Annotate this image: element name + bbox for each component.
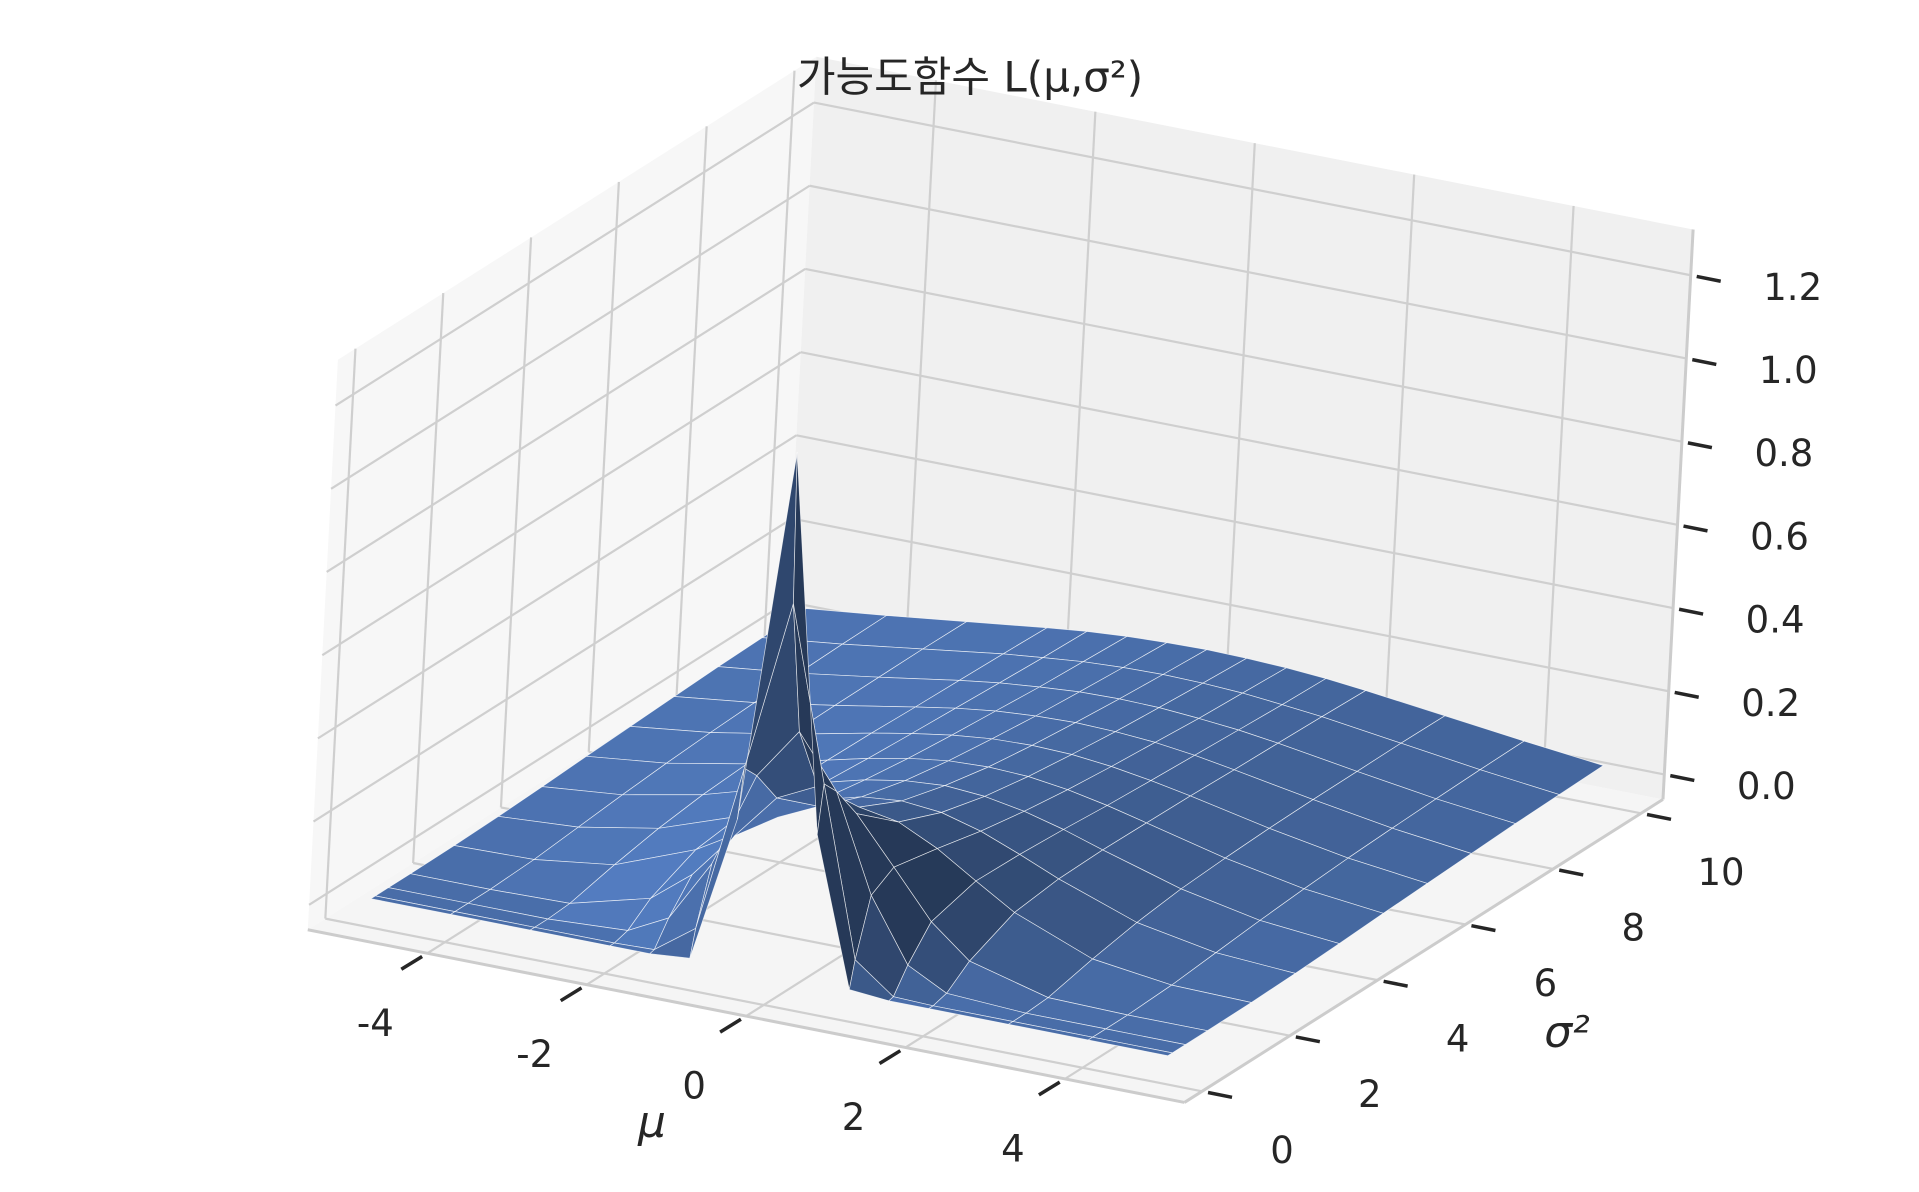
- grid-line: [675, 126, 708, 697]
- tick-label: 1.0: [1759, 349, 1818, 392]
- tick-mark: [878, 1049, 902, 1065]
- tick-label: 0.2: [1741, 682, 1800, 725]
- grid-line: [1064, 111, 1097, 682]
- surface: [370, 451, 1604, 1057]
- tick-mark: [1207, 1090, 1233, 1100]
- left-pane: [307, 56, 817, 930]
- grid-line: [1542, 205, 1575, 776]
- tick-label: 4: [1446, 1018, 1470, 1061]
- tick-label: 0: [1270, 1129, 1294, 1172]
- tick-mark: [1691, 357, 1717, 367]
- grid-line: [763, 70, 796, 641]
- grid-line: [325, 917, 1203, 1093]
- tick-label: 2: [842, 1096, 866, 1139]
- tick-label: 1.2: [1763, 266, 1822, 309]
- grid-line: [412, 293, 445, 864]
- grid-line: [308, 600, 789, 906]
- grid-line: [800, 351, 1678, 526]
- tick-label: 0.6: [1750, 515, 1809, 558]
- chart-title: 가능도함수 L(μ,σ²): [797, 53, 1143, 102]
- grid-line: [813, 101, 1691, 277]
- tick-label: -2: [516, 1033, 553, 1076]
- tick-mark: [1646, 812, 1672, 822]
- tick-mark: [1687, 441, 1713, 450]
- tick-mark: [1674, 690, 1700, 699]
- tick-mark: [1678, 607, 1704, 616]
- x-axis-label: μ: [637, 1097, 666, 1148]
- tick-label: 4: [1001, 1127, 1025, 1170]
- grid-line: [324, 348, 357, 919]
- grid-line: [1223, 143, 1256, 714]
- grid-line: [1382, 174, 1416, 745]
- tick-mark: [1295, 1035, 1321, 1044]
- tick-mark: [1669, 773, 1695, 783]
- surface-patch: [1087, 1036, 1173, 1057]
- tick-label: 2: [1358, 1073, 1382, 1116]
- tick-mark: [559, 986, 583, 1003]
- tick-mark: [1683, 524, 1708, 533]
- y-axis-label: σ²: [1544, 1007, 1590, 1058]
- grid-line: [791, 517, 1669, 693]
- axis-line: [307, 928, 1185, 1104]
- tick-label: 8: [1621, 906, 1645, 949]
- tick-mark: [1383, 979, 1408, 988]
- tick-label: 6: [1534, 962, 1558, 1005]
- labels: 가능도함수 L(μ,σ²) μ σ² -4 -2 0 2 4 0 2 4 6 8 10 0.0 0.2 0…: [357, 53, 1822, 1172]
- axis-line: [1183, 798, 1664, 1104]
- grid-line: [587, 181, 620, 752]
- grid-line: [904, 80, 938, 651]
- axis-line: [1661, 229, 1695, 800]
- tick-label: 10: [1697, 851, 1744, 894]
- grid-line: [321, 351, 802, 657]
- grid-line: [499, 237, 533, 808]
- grid-line: [330, 184, 811, 490]
- tick-mark: [1696, 274, 1722, 283]
- grid-line: [809, 184, 1687, 360]
- tick-label: 0.0: [1737, 765, 1796, 808]
- grid-line: [317, 434, 797, 740]
- tick-mark: [1471, 923, 1496, 933]
- tick-mark: [1038, 1080, 1061, 1097]
- grid-line: [796, 434, 1674, 610]
- tick-label: -4: [357, 1002, 394, 1045]
- tick-label: 0: [682, 1065, 706, 1108]
- tick-mark: [719, 1017, 742, 1034]
- tick-mark: [1558, 868, 1584, 877]
- tick-label: 0.8: [1754, 432, 1813, 475]
- grid-line: [312, 517, 793, 823]
- grid-line: [334, 101, 815, 407]
- tick-label: 0.4: [1746, 599, 1805, 642]
- tick-mark: [400, 954, 424, 971]
- grid-line: [804, 267, 1683, 443]
- grid-line: [326, 268, 806, 573]
